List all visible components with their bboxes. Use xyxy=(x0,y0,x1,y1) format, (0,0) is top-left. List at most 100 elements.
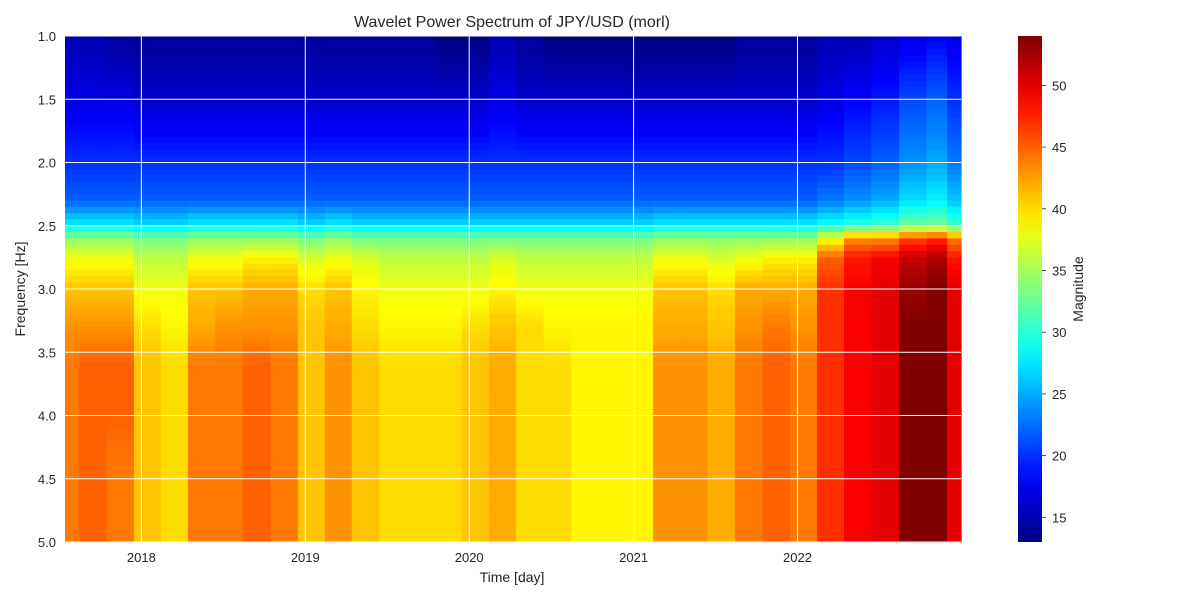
heatmap-cell xyxy=(461,510,490,518)
heatmap-cell xyxy=(947,232,962,239)
heatmap-cell xyxy=(899,320,928,328)
heatmap-cell xyxy=(680,86,709,94)
heatmap-cell xyxy=(653,187,681,195)
heatmap-cell xyxy=(598,175,627,183)
heatmap-column xyxy=(653,36,681,543)
heatmap-cell xyxy=(871,295,900,303)
heatmap-cell xyxy=(871,421,900,429)
heatmap-cell xyxy=(406,130,435,138)
heatmap-cell xyxy=(461,219,490,227)
heatmap-cell xyxy=(297,428,326,436)
heatmap-cell xyxy=(324,529,353,537)
heatmap-cell xyxy=(762,314,791,322)
heatmap-cell xyxy=(899,504,928,511)
heatmap-cell xyxy=(297,333,326,341)
heatmap-cell xyxy=(707,371,736,379)
heatmap-cell xyxy=(133,42,162,50)
heatmap-cell xyxy=(106,149,135,157)
heatmap-cell xyxy=(790,105,818,113)
heatmap-cell xyxy=(488,149,517,157)
heatmap-cell xyxy=(406,200,435,208)
heatmap-cell xyxy=(790,289,818,296)
heatmap-cell xyxy=(461,118,490,126)
heatmap-cell xyxy=(844,428,872,436)
heatmap-cell xyxy=(133,80,162,88)
heatmap-cell xyxy=(187,529,216,537)
heatmap-cell xyxy=(516,162,545,170)
heatmap-cell xyxy=(516,358,545,366)
heatmap-cell xyxy=(78,516,108,524)
heatmap-cell xyxy=(947,200,962,208)
heatmap-cell xyxy=(947,421,962,429)
heatmap-cell xyxy=(926,352,948,360)
heatmap-cell xyxy=(707,219,736,227)
heatmap-cell xyxy=(871,472,900,480)
heatmap-cell xyxy=(871,409,900,417)
heatmap-cell xyxy=(297,440,326,448)
heatmap-cell xyxy=(790,516,818,524)
heatmap-cell xyxy=(187,130,216,138)
heatmap-cell xyxy=(106,478,135,486)
heatmap-cell xyxy=(406,175,435,183)
heatmap-cell xyxy=(379,377,408,385)
heatmap-cell xyxy=(817,149,845,157)
heatmap-cell xyxy=(680,409,709,417)
heatmap-cell xyxy=(133,276,162,284)
heatmap-cell xyxy=(434,402,463,410)
heatmap-column xyxy=(844,36,872,543)
heatmap-cell xyxy=(351,130,380,138)
heatmap-cell xyxy=(926,194,948,202)
heatmap-cell xyxy=(680,535,709,543)
heatmap-cell xyxy=(790,194,818,202)
heatmap-cell xyxy=(351,270,380,277)
heatmap-cell xyxy=(406,219,435,227)
heatmap-cell xyxy=(324,67,353,75)
heatmap-cell xyxy=(461,383,490,391)
heatmap-cell xyxy=(297,447,326,455)
heatmap-cell xyxy=(488,48,517,56)
heatmap-cell xyxy=(899,421,928,429)
heatmap-cell xyxy=(461,200,490,208)
heatmap-cell xyxy=(735,48,764,56)
heatmap-cell xyxy=(762,510,791,518)
heatmap-cell xyxy=(406,295,435,303)
heatmap-cell xyxy=(516,478,545,486)
heatmap-cell xyxy=(707,307,736,315)
heatmap-cell xyxy=(817,339,845,347)
heatmap-cell xyxy=(626,459,654,467)
heatmap-cell xyxy=(133,535,162,543)
heatmap-cell xyxy=(461,358,490,366)
heatmap-cell xyxy=(488,118,517,126)
heatmap-cell xyxy=(735,428,764,436)
heatmap-cell xyxy=(543,352,572,360)
heatmap-cell xyxy=(871,358,900,366)
heatmap-cell xyxy=(790,421,818,429)
heatmap-cell xyxy=(434,453,463,461)
heatmap-cell xyxy=(653,453,681,461)
heatmap-cell xyxy=(899,67,928,75)
heatmap-cell xyxy=(406,364,435,372)
heatmap-cell xyxy=(215,504,244,511)
heatmap-cell xyxy=(817,137,845,145)
heatmap-cell xyxy=(406,421,435,429)
heatmap-cell xyxy=(106,472,135,480)
heatmap-cell xyxy=(543,289,572,296)
heatmap-cell xyxy=(707,402,736,410)
heatmap-cell xyxy=(406,301,435,309)
heatmap-cell xyxy=(406,42,435,50)
heatmap-cell xyxy=(571,244,600,252)
heatmap-cell xyxy=(626,175,654,183)
heatmap-cell xyxy=(707,232,736,239)
heatmap-cell xyxy=(844,124,872,132)
heatmap-cell xyxy=(871,301,900,309)
heatmap-cell xyxy=(434,345,463,353)
heatmap-cell xyxy=(899,124,928,132)
heatmap-cell xyxy=(571,504,600,511)
heatmap-cell xyxy=(543,295,572,303)
heatmap-cell xyxy=(817,181,845,189)
heatmap-cell xyxy=(871,238,900,246)
heatmap-cell xyxy=(790,459,818,467)
heatmap-cell xyxy=(947,86,962,94)
heatmap-cell xyxy=(680,396,709,404)
heatmap-cell xyxy=(516,137,545,145)
